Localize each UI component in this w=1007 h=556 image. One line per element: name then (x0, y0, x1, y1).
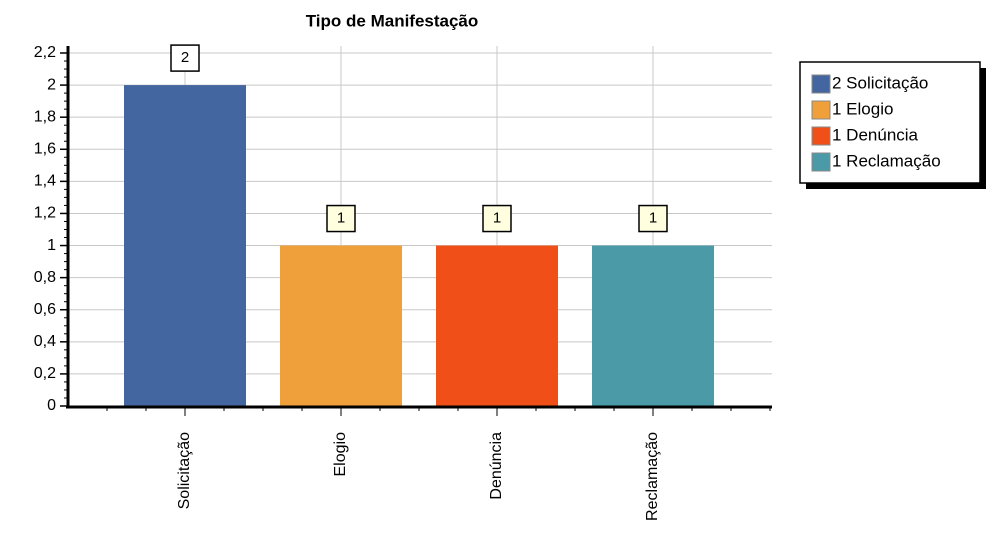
legend-swatch (811, 100, 831, 120)
bar (280, 245, 402, 406)
y-tick-label: 0,4 (34, 333, 56, 350)
legend-label: 2 Solicitação (832, 73, 928, 92)
y-tick-label: 1,4 (34, 173, 56, 190)
data-label-box (638, 204, 668, 233)
data-label-box (170, 44, 200, 72)
data-label: 1 (493, 210, 501, 227)
y-tick-label: 2 (47, 76, 56, 93)
legend-label: 1 Denúncia (832, 125, 919, 144)
y-tick-label: 0 (47, 397, 56, 414)
bar (124, 85, 246, 406)
y-tick-label: 0,8 (34, 269, 56, 286)
y-tick-label: 0,6 (34, 301, 56, 318)
data-label: 1 (649, 210, 657, 227)
x-tick-label: Reclamação (644, 432, 661, 521)
legend-label: 1 Elogio (832, 99, 893, 118)
y-tick-label: 0,2 (34, 365, 56, 382)
x-tick-label: Solicitação (176, 432, 193, 509)
y-tick-label: 1,8 (34, 108, 56, 125)
y-tick-label: 1 (47, 237, 56, 254)
bar (436, 245, 558, 406)
data-label: 2 (181, 49, 189, 66)
legend-swatch (811, 74, 831, 94)
bar (592, 245, 714, 406)
y-tick-label: 1,6 (34, 140, 56, 157)
x-tick-label: Denúncia (488, 432, 505, 500)
data-label-box (326, 204, 356, 233)
legend-swatch (811, 152, 831, 172)
chart-title: Tipo de Manifestação (306, 11, 479, 30)
data-label: 1 (337, 210, 345, 227)
data-label-box (482, 204, 512, 233)
y-tick-label: 2,2 (34, 44, 56, 61)
legend-swatch (811, 126, 831, 146)
legend-label: 1 Reclamação (832, 151, 941, 170)
y-tick-label: 1,2 (34, 205, 56, 222)
x-tick-label: Elogio (332, 432, 349, 477)
